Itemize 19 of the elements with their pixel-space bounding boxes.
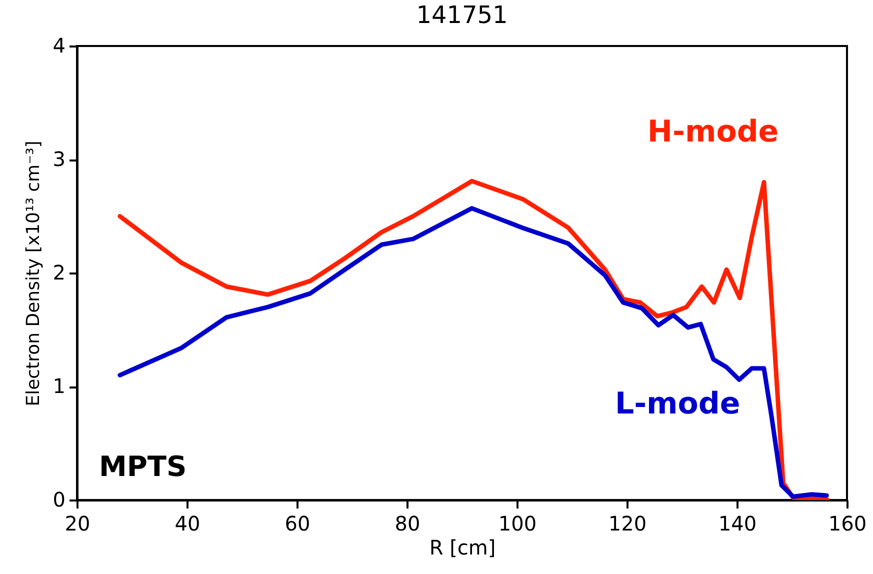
series-label: L-mode: [614, 386, 740, 422]
series-label: H-mode: [647, 114, 779, 150]
x-tick-label: 120: [608, 512, 647, 536]
x-tick-label: 60: [284, 512, 310, 536]
x-tick-label: 100: [498, 512, 537, 536]
y-tick-label: 1: [52, 374, 66, 398]
chart-title: 141751: [416, 1, 508, 29]
y-tick-label: 3: [52, 147, 66, 171]
y-axis-title: Electron Density [x10¹³ cm⁻³]: [22, 140, 44, 406]
x-tick-label: 20: [64, 512, 90, 536]
x-tick-label: 80: [394, 512, 420, 536]
x-tick-label: 160: [828, 512, 867, 536]
x-tick-label: 140: [718, 512, 757, 536]
x-axis-title: R [cm]: [429, 536, 496, 560]
annotation: MPTS: [99, 450, 187, 483]
y-tick-label: 0: [52, 488, 66, 512]
y-tick-label: 4: [52, 34, 66, 58]
y-tick-label: 2: [52, 260, 66, 284]
x-tick-label: 40: [174, 512, 200, 536]
